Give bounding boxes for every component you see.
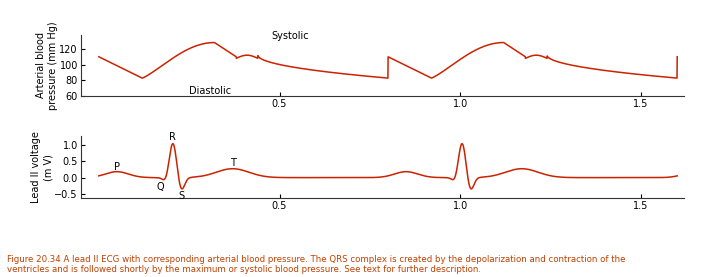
Text: T: T (230, 158, 235, 168)
Text: Q: Q (157, 182, 164, 192)
Text: P: P (114, 161, 120, 171)
Y-axis label: Lead II voltage
(m V): Lead II voltage (m V) (32, 131, 53, 203)
Text: Diastolic: Diastolic (189, 86, 231, 96)
Text: Systolic: Systolic (272, 31, 309, 41)
Text: Figure 20.34 A lead II ECG with corresponding arterial blood pressure. The QRS c: Figure 20.34 A lead II ECG with correspo… (7, 255, 625, 274)
Text: S: S (178, 191, 185, 201)
Text: R: R (169, 132, 176, 142)
Y-axis label: Arterial blood
pressure (mm Hg): Arterial blood pressure (mm Hg) (37, 21, 58, 110)
